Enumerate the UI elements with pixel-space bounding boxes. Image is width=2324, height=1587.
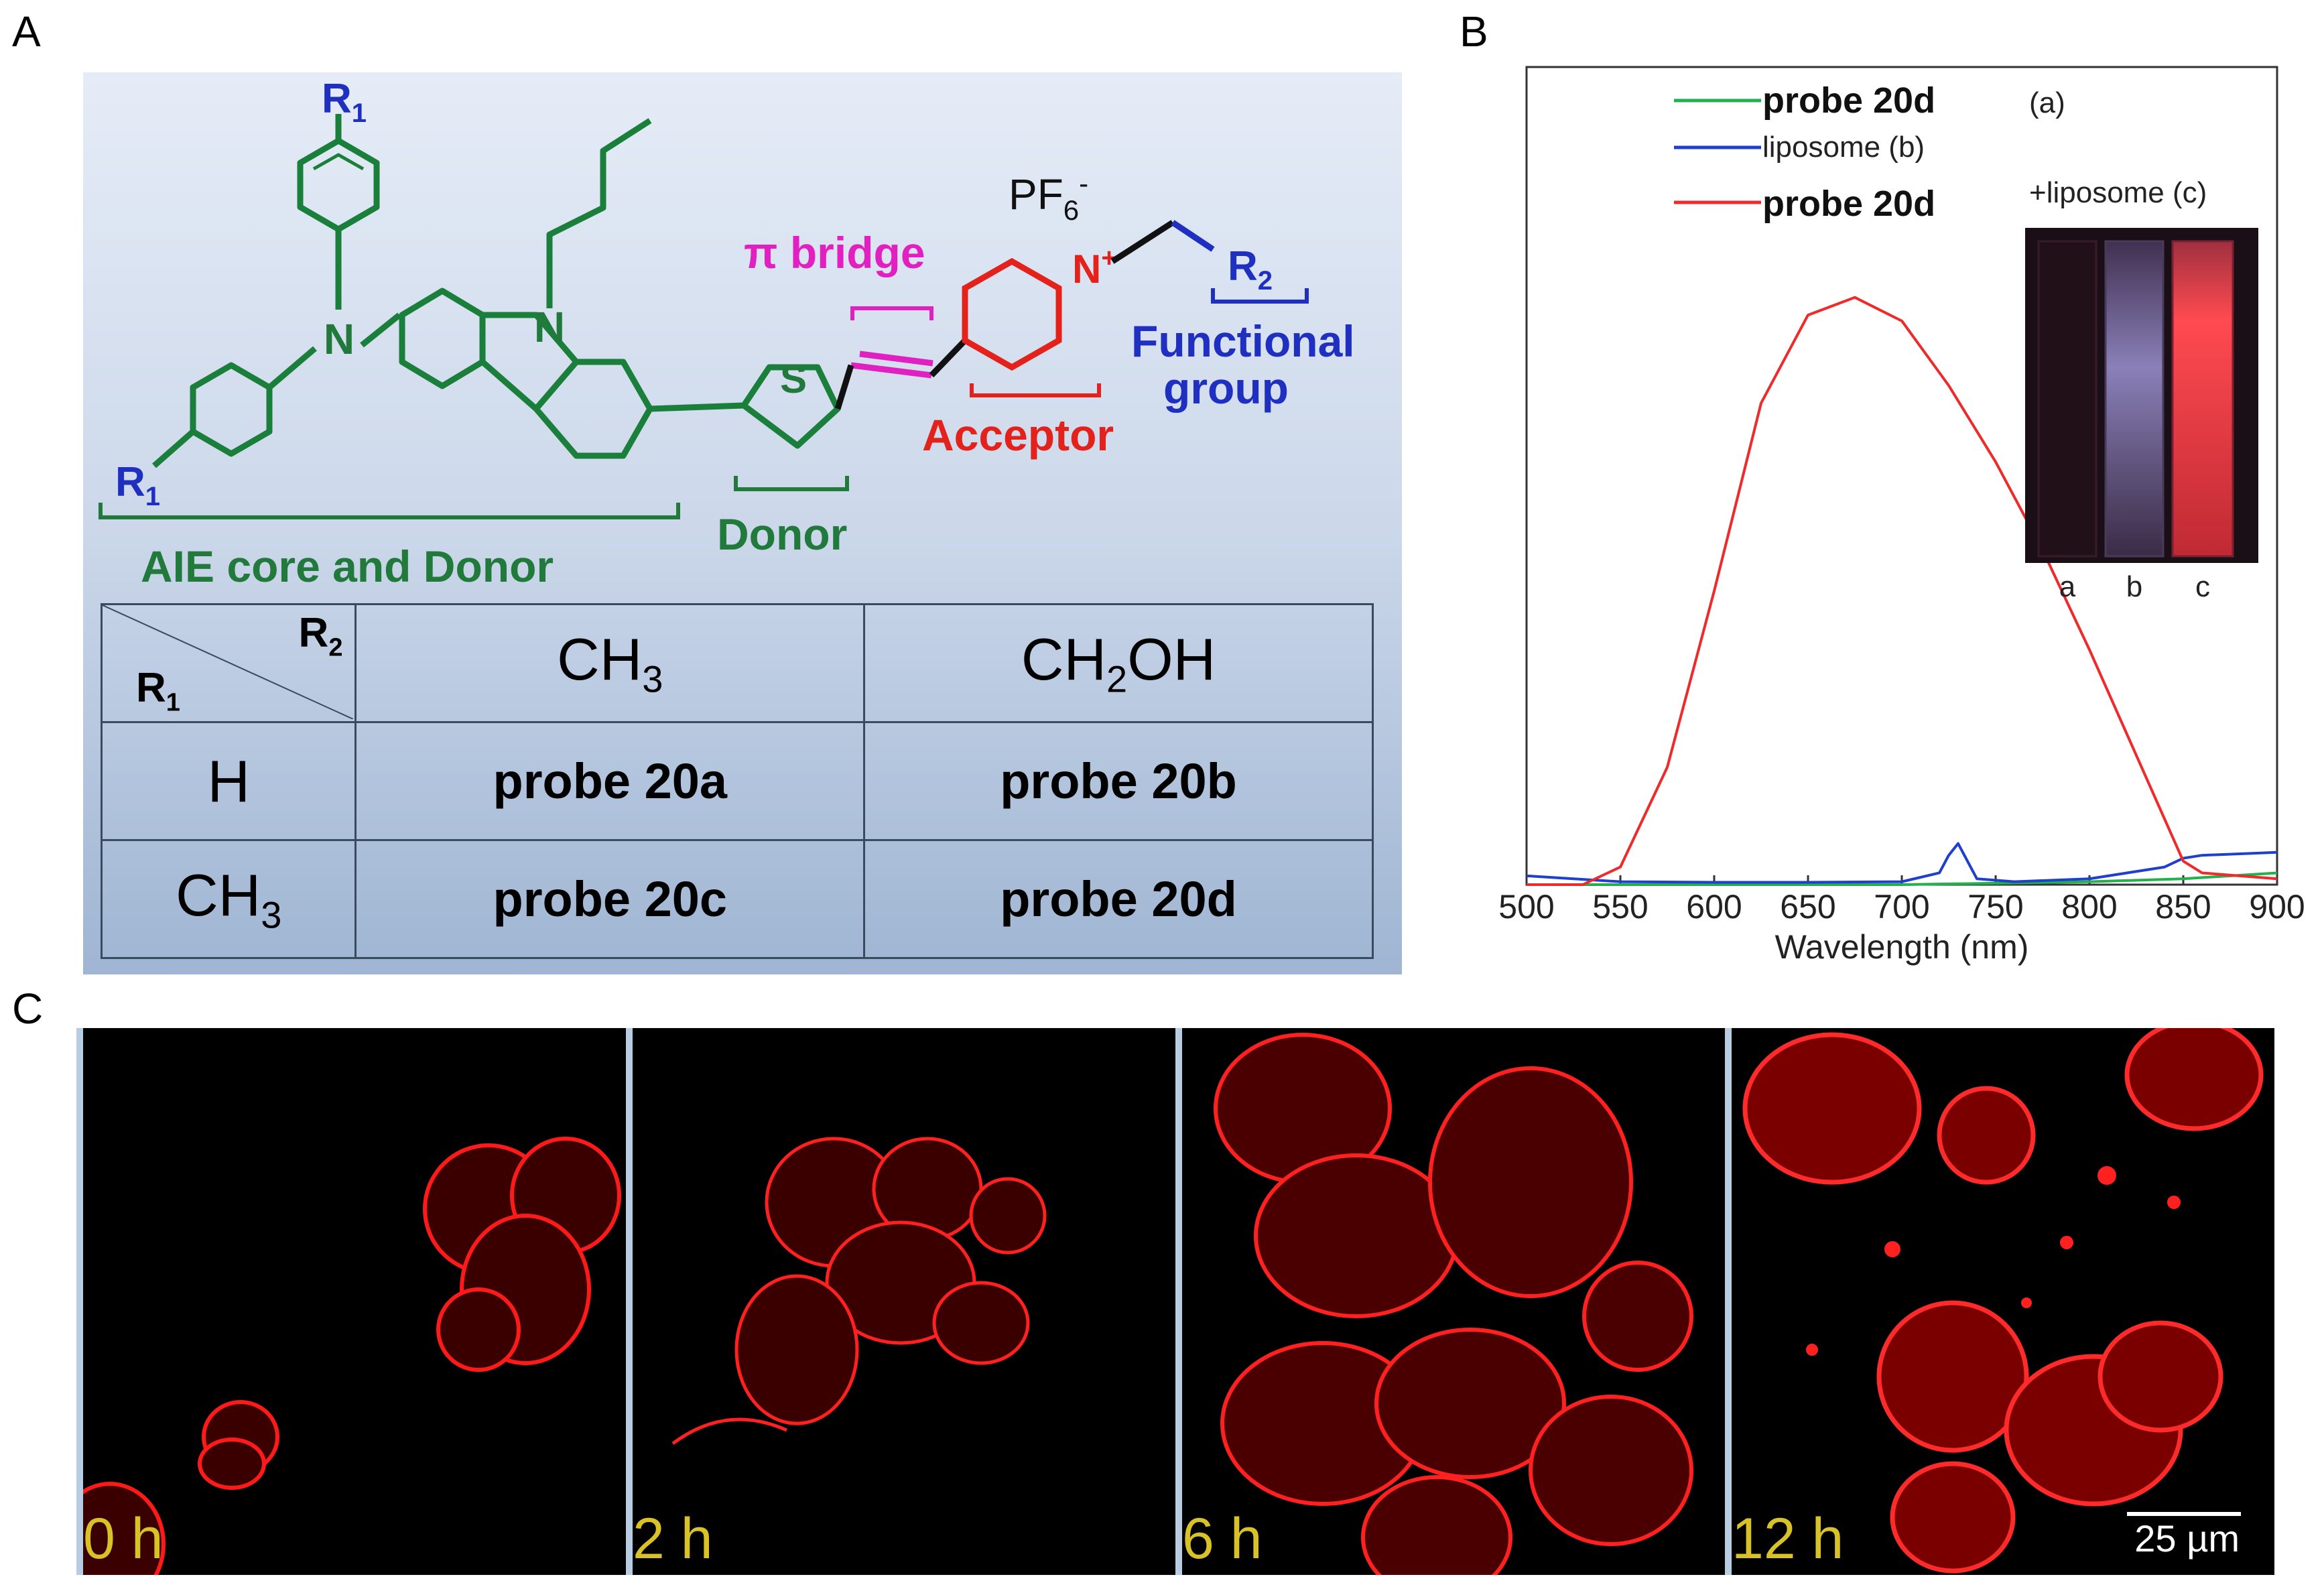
r2-label: R2 bbox=[1228, 243, 1273, 296]
scale-bar-label: 25 µm bbox=[2134, 1517, 2240, 1560]
legend-label-red: probe 20d bbox=[1762, 184, 1935, 224]
cells-2h bbox=[671, 1137, 1047, 1446]
x-tick-label-750: 750 bbox=[1967, 888, 2023, 926]
pyridinium-n-label: N+ bbox=[1072, 243, 1117, 292]
r1-top-label: R1 bbox=[322, 76, 367, 128]
frame-separator-3 bbox=[1725, 1028, 1732, 1575]
pi-bridge-bracket bbox=[850, 306, 933, 320]
thiophene-ring bbox=[740, 364, 841, 449]
tube-label-c: c bbox=[2195, 570, 2210, 603]
functional-group-label-2: group bbox=[1163, 363, 1289, 413]
series-line-1 bbox=[1526, 842, 2278, 884]
table-corner-cell: R2 R1 bbox=[100, 603, 357, 723]
time-label-12h: 12 h bbox=[1732, 1507, 1844, 1571]
corner-r1-label: R1 bbox=[136, 664, 180, 716]
emission-spectrum-chart: 500 550 600 650 700 750 800 850 900 probe 20d li… bbox=[1498, 66, 2305, 966]
x-tick-label-800: 800 bbox=[2061, 888, 2117, 926]
left-phenyl-ring bbox=[190, 362, 273, 457]
pf6-label: PF6- bbox=[1009, 168, 1088, 226]
column-header-ch3: CH3 bbox=[354, 603, 866, 723]
table-cell-probe-20b: probe 20b bbox=[863, 721, 1374, 841]
acceptor-bracket bbox=[970, 383, 1101, 397]
inset-caption: +liposome (c) bbox=[2029, 176, 2207, 209]
x-tick-label-850: 850 bbox=[2155, 888, 2211, 926]
table-cell-probe-20d: probe 20d bbox=[863, 839, 1374, 959]
substituent-table: R2 R1 CH3 CH2OH H probe 20a probe 20b CH… bbox=[100, 603, 1374, 959]
functional-group-bracket bbox=[1211, 288, 1309, 304]
inset-photo: (a) +liposome (c) a b c bbox=[2025, 86, 2258, 603]
pyridinium-ring bbox=[962, 257, 1062, 371]
micrograph-6h: 6 h bbox=[1182, 1028, 1725, 1575]
donor-label: Donor bbox=[717, 509, 847, 559]
micrograph-0h: 0 h bbox=[83, 1028, 626, 1575]
tube-b bbox=[2104, 240, 2165, 558]
table-cell-probe-20a: probe 20a bbox=[354, 721, 866, 841]
legend-label-green: probe 20d bbox=[1762, 80, 1935, 121]
time-label-6h: 6 h bbox=[1182, 1507, 1263, 1571]
inset-title: (a) bbox=[2029, 86, 2065, 119]
table-cell-probe-20c: probe 20c bbox=[354, 839, 866, 959]
series-line-0 bbox=[1527, 871, 2278, 886]
cells-12h bbox=[1742, 1028, 2264, 1574]
aie-core-label: AIE core and Donor bbox=[141, 542, 554, 591]
x-tick-label-700: 700 bbox=[1874, 888, 1929, 926]
cells-6h bbox=[1214, 1033, 1693, 1575]
series-layer bbox=[1526, 296, 2278, 886]
x-tick-label-650: 650 bbox=[1780, 888, 1835, 926]
series-line-2 bbox=[1527, 296, 2278, 886]
x-tick-label-600: 600 bbox=[1686, 888, 1742, 926]
x-tick-label-500: 500 bbox=[1498, 888, 1554, 926]
x-tick-label-550: 550 bbox=[1592, 888, 1648, 926]
functional-group-label-1: Functional bbox=[1131, 316, 1355, 366]
panel-label-c: C bbox=[12, 985, 44, 1033]
corner-r2-label: R2 bbox=[298, 610, 343, 662]
tube-label-b: b bbox=[2126, 570, 2142, 603]
corner-diagonal bbox=[103, 605, 353, 719]
aie-core-bracket bbox=[99, 503, 680, 519]
row-header-h: H bbox=[100, 721, 357, 841]
tube-label-a: a bbox=[2059, 570, 2076, 603]
donor-bracket bbox=[734, 476, 849, 491]
carbazole-right-ring bbox=[533, 359, 653, 459]
chemical-structure: N N S R1 R1 π bridge N+ PF6- R2 Acceptor… bbox=[99, 76, 1355, 591]
r1-left-label: R1 bbox=[115, 459, 160, 511]
x-axis-ticks: 500 550 600 650 700 750 800 850 900 bbox=[1498, 875, 2305, 926]
frame-separator-left bbox=[76, 1028, 83, 1575]
legend: probe 20d liposome (b) probe 20d bbox=[1674, 80, 1935, 224]
amine-n-label: N bbox=[324, 315, 354, 363]
thiophene-s-label: S bbox=[780, 357, 807, 401]
pi-bridge-label: π bridge bbox=[744, 228, 925, 277]
micrograph-12h: 12 h 25 µm bbox=[1732, 1028, 2274, 1575]
column-header-ch2oh: CH2OH bbox=[863, 603, 1374, 723]
carbazole-left-ring bbox=[399, 288, 486, 389]
time-label-2h: 2 h bbox=[633, 1507, 713, 1571]
frame-separator-1 bbox=[626, 1028, 633, 1575]
cells-0h bbox=[83, 1137, 621, 1575]
micrograph-2h: 2 h bbox=[633, 1028, 1175, 1575]
scale-bar bbox=[2127, 1512, 2241, 1516]
acceptor-label: Acceptor bbox=[922, 410, 1114, 460]
time-label-0h: 0 h bbox=[83, 1507, 164, 1571]
frame-separator-2 bbox=[1175, 1028, 1182, 1575]
panel-label-a: A bbox=[12, 7, 41, 56]
x-axis-title: Wavelength (nm) bbox=[1775, 928, 2029, 966]
tube-c bbox=[2171, 240, 2234, 558]
legend-label-blue: liposome (b) bbox=[1762, 131, 1925, 164]
panel-label-b: B bbox=[1460, 7, 1488, 56]
carbazole-n-label: N bbox=[534, 303, 565, 351]
row-header-ch3: CH3 bbox=[100, 839, 357, 959]
tube-a bbox=[2037, 240, 2097, 558]
x-tick-label-900: 900 bbox=[2249, 888, 2305, 926]
